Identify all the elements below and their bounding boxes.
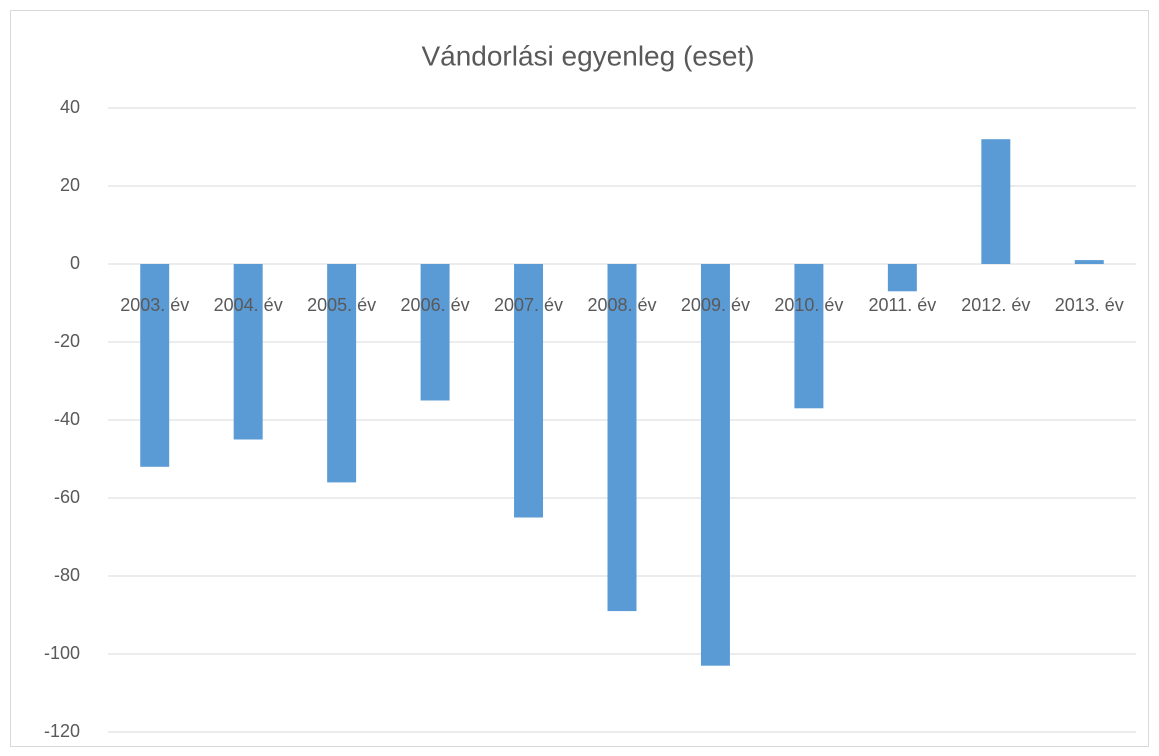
bar <box>233 264 263 440</box>
bar <box>981 139 1011 264</box>
x-tick-label: 2006. év <box>401 295 470 315</box>
bar <box>420 264 450 401</box>
x-tick-label: 2013. év <box>1055 295 1124 315</box>
x-tick-label: 2008. év <box>587 295 656 315</box>
y-tick-label: 20 <box>60 175 80 195</box>
bar <box>700 264 730 666</box>
x-tick-label: 2012. év <box>961 295 1030 315</box>
x-tick-label: 2005. év <box>307 295 376 315</box>
x-tick-label: 2003. év <box>120 295 189 315</box>
bar <box>607 264 637 612</box>
x-tick-label: 2007. év <box>494 295 563 315</box>
chart-frame <box>10 10 1149 747</box>
y-tick-label: -40 <box>54 409 80 429</box>
y-tick-label: -60 <box>54 487 80 507</box>
bar <box>794 264 824 409</box>
y-tick-label: -120 <box>44 721 80 741</box>
bar <box>327 264 357 483</box>
y-tick-label: -100 <box>44 643 80 663</box>
y-tick-label: 0 <box>70 253 80 273</box>
y-tick-label: -20 <box>54 331 80 351</box>
bar <box>1074 260 1104 264</box>
x-tick-label: 2004. év <box>214 295 283 315</box>
y-tick-label: 40 <box>60 97 80 117</box>
x-tick-label: 2010. év <box>774 295 843 315</box>
x-tick-label: 2009. év <box>681 295 750 315</box>
x-tick-label: 2011. év <box>868 295 936 315</box>
y-tick-label: -80 <box>54 565 80 585</box>
bar <box>140 264 170 467</box>
chart-title: Vándorlási egyenleg (eset) <box>421 40 754 71</box>
bar <box>514 264 544 518</box>
bar <box>887 264 917 292</box>
